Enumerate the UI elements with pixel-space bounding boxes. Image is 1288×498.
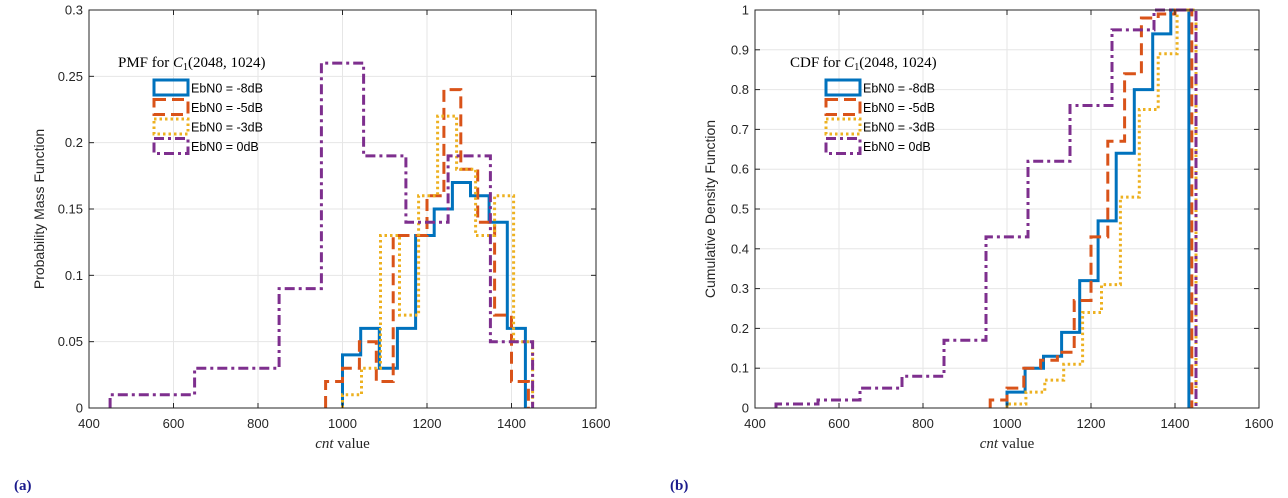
y-tick-label: 0.2	[65, 135, 83, 150]
legend-title-args: (2048, 1024)	[188, 55, 266, 71]
legend-title-args: (2048, 1024)	[859, 55, 937, 71]
legend-label-1: EbN0 = -8dB	[863, 82, 935, 96]
x-tick-label: 1200	[413, 416, 442, 431]
x-tick-label: 800	[247, 416, 269, 431]
legend-swatch-2	[152, 98, 190, 116]
chart-panel-a: 400 600 800 1000 1200 1400 1600 0 0.05 0.1 0.15 0.2…	[14, 3, 610, 495]
legend-swatch-1	[152, 78, 190, 97]
series-line-3	[1005, 8, 1198, 408]
x-tick-label: 1600	[582, 416, 611, 431]
y-tick-label: 0.4	[731, 241, 749, 256]
legend-title-subscript: 1	[183, 62, 188, 73]
y-tick-label: 0.1	[65, 268, 83, 283]
legend-swatch-3	[152, 117, 190, 136]
legend-swatch-3	[824, 117, 862, 136]
x-tick-label: 1600	[1245, 416, 1274, 431]
chart-panel-b: 400 600 800 1000 1200 1400 1600 0 0.1 0.2 0.3 0.4 0.…	[670, 3, 1273, 495]
legend-label-1: EbN0 = -8dB	[191, 82, 263, 96]
y-tick-label: 0.7	[731, 122, 749, 137]
x-axis-label: cnt value	[980, 436, 1035, 452]
panel-label-b: (b)	[670, 478, 688, 494]
x-tick-label: 400	[744, 416, 766, 431]
y-tick-label: 0	[76, 401, 83, 416]
legend-label-2: EbN0 = -5dB	[863, 101, 935, 115]
x-tick-label: 1400	[1161, 416, 1190, 431]
y-tick-label: 0	[742, 401, 749, 416]
y-tick-label: 0.2	[731, 321, 749, 336]
x-tick-label: 1200	[1077, 416, 1106, 431]
legend-title-prefix: CDF for	[790, 55, 844, 71]
legend-label-3: EbN0 = -3dB	[863, 121, 935, 135]
x-axis-label: cnt value	[315, 436, 370, 452]
x-axis-label-rest: value	[334, 436, 371, 452]
x-axis-label-italic: cnt	[980, 436, 999, 452]
series-line-3	[341, 114, 535, 408]
y-tick-label: 0.3	[65, 3, 83, 18]
y-tick-label: 0.5	[731, 202, 749, 217]
series-line-4	[774, 8, 1198, 408]
y-tick-label: 0.05	[58, 334, 83, 349]
x-tick-label: 800	[912, 416, 934, 431]
y-axis-label: Probability Mass Function	[31, 129, 47, 289]
x-tick-label: 600	[163, 416, 185, 431]
series-line-4	[108, 61, 535, 408]
legend-swatch-4	[152, 137, 190, 155]
panel-label-a: (a)	[14, 478, 32, 494]
y-tick-label: 0.25	[58, 69, 83, 84]
legend-title-symbol: C	[173, 55, 184, 71]
legend-title: CDF for C1(2048, 1024)	[790, 55, 937, 73]
x-tick-label: 600	[828, 416, 850, 431]
y-tick-label: 0.15	[58, 202, 83, 217]
x-tick-label: 400	[78, 416, 100, 431]
legend-label-2: EbN0 = -5dB	[191, 101, 263, 115]
legend-swatch-1	[824, 78, 862, 97]
legend-title-symbol: C	[844, 55, 855, 71]
x-tick-label: 1400	[497, 416, 526, 431]
y-tick-label: 1	[742, 3, 749, 18]
series-line-2	[324, 88, 530, 408]
y-axis-label: Cumulative Density Function	[702, 120, 718, 298]
x-tick-label: 1000	[328, 416, 357, 431]
legend-swatch-2	[824, 98, 862, 116]
legend-label-3: EbN0 = -3dB	[191, 121, 263, 135]
legend-title-prefix: PMF for	[118, 55, 173, 71]
y-tick-label: 0.8	[731, 82, 749, 97]
y-tick-label: 0.6	[731, 162, 749, 177]
legend-title-subscript: 1	[854, 62, 859, 73]
y-tick-label: 0.9	[731, 42, 749, 57]
legend-label-4: EbN0 = 0dB	[191, 140, 259, 154]
series-line-2	[988, 8, 1194, 408]
legend-swatch-4	[824, 137, 862, 155]
x-tick-label: 1000	[993, 416, 1022, 431]
series-line-1	[341, 181, 527, 408]
x-axis-label-rest: value	[998, 436, 1035, 452]
legend-title: PMF for C1(2048, 1024)	[118, 55, 266, 73]
y-tick-label: 0.3	[731, 281, 749, 296]
legend-label-4: EbN0 = 0dB	[863, 140, 931, 154]
x-axis-label-italic: cnt	[315, 436, 334, 452]
y-tick-label: 0.1	[731, 361, 749, 376]
